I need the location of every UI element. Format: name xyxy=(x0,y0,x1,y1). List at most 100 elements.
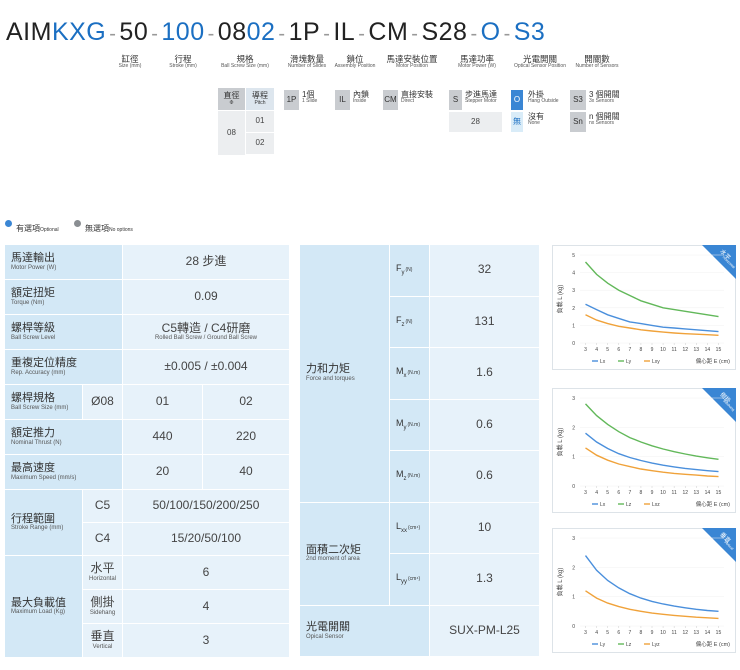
y-axis-label: 負載 L (kg) xyxy=(556,428,564,457)
option-en: nx Sensors xyxy=(589,120,615,127)
cell-text: Ball Screw Size (mm) xyxy=(11,404,69,411)
field-label: 缸徑 Size (mm) xyxy=(95,54,165,70)
cell-text: 行程範圍 xyxy=(11,512,55,525)
cell-text: 220 xyxy=(235,429,257,444)
field-zh: 鎖位 xyxy=(346,54,364,64)
x-tick-label: 5 xyxy=(606,490,609,496)
option-value: 01 xyxy=(246,111,274,132)
field-en: Size (mm) xyxy=(118,63,142,70)
cell-text: C5轉造 / C4研磨 xyxy=(161,320,251,335)
x-tick-label: 8 xyxy=(640,630,643,636)
y-tick-label: 0 xyxy=(572,341,575,347)
symbol-unit: (N) xyxy=(405,267,413,274)
option-value: 28 xyxy=(449,112,502,132)
cell-text: 15/20/50/100 xyxy=(170,531,242,546)
field-zh: 規格 xyxy=(236,54,254,64)
legend-text: 無選項No options xyxy=(85,218,133,236)
legend-label: Lx xyxy=(600,359,606,365)
legend-label: Lyz xyxy=(652,642,660,648)
x-tick-label: 8 xyxy=(640,490,643,496)
field-en: Motor Position xyxy=(396,63,428,70)
x-tick-label: 10 xyxy=(660,630,666,636)
badge xyxy=(702,528,736,562)
cell-text: 32 xyxy=(477,262,492,277)
table-cell: 行程範圍 Stroke Range (mm) xyxy=(5,490,82,555)
part-segment: - xyxy=(207,23,215,45)
table-cell: 螺桿規格 Ball Screw Size (mm) xyxy=(5,385,82,419)
y-axis-label: 負載 L (kg) xyxy=(556,285,564,314)
cell-text: 最大負載值 xyxy=(11,596,66,609)
option-header: 導程 Pitch xyxy=(246,88,274,110)
legend-dot xyxy=(5,220,12,227)
table-cell: Fy(N) xyxy=(390,245,429,296)
option-value: 02 xyxy=(246,133,274,154)
cell-text: 2nd moment of area xyxy=(306,556,360,563)
x-tick-label: 12 xyxy=(682,347,688,353)
cell-text: 6 xyxy=(202,564,210,579)
y-tick-label: 0 xyxy=(572,484,575,490)
y-tick-label: 3 xyxy=(572,396,575,402)
x-tick-label: 4 xyxy=(595,630,598,636)
symbol-letter: M xyxy=(396,417,404,428)
symbol-sub: z xyxy=(403,476,407,483)
symbol: Lyy(cm⁴) xyxy=(396,572,420,586)
legend-label: Lxz xyxy=(652,502,660,508)
symbol: Fz(N) xyxy=(396,315,412,329)
table-cell: 0.6 xyxy=(430,399,539,450)
option-header-text: Φ xyxy=(229,99,234,106)
x-tick-label: 11 xyxy=(672,490,677,496)
badge xyxy=(702,388,736,422)
badge-text-en: Vertical xyxy=(723,540,734,551)
field-label: 規格 Ball Screw Size (mm) xyxy=(210,54,280,70)
cell-text: Horizontal xyxy=(89,575,117,582)
option-code-text: CM xyxy=(384,94,397,104)
symbol-unit: (N) xyxy=(405,318,413,325)
cell-text: 1.6 xyxy=(476,365,493,380)
field-label: 滑塊數量 Number of Slides xyxy=(272,54,342,70)
field-en: Assembly Position xyxy=(334,63,376,70)
table-cell: 額定推力 Nominal Thrust (N) xyxy=(5,420,122,454)
table-cell: 側掛 Sidehang xyxy=(83,590,122,623)
field-label: 鎖位 Assembly Position xyxy=(320,54,390,70)
part-segment: - xyxy=(358,23,366,45)
field-zh: 馬達安裝位置 xyxy=(386,54,438,64)
table-cell: 光電開關 Opical Sensor xyxy=(300,605,429,656)
symbol-unit: (N.m) xyxy=(407,473,421,480)
cell-text: Opical Sensor xyxy=(306,633,344,640)
table-cell: 面積二次矩 2nd moment of area xyxy=(300,502,389,605)
y-tick-label: 1 xyxy=(572,455,575,461)
x-tick-label: 14 xyxy=(705,630,711,636)
cell-text: Force and torques xyxy=(306,376,355,383)
option-header-text: 直徑 xyxy=(223,91,240,101)
table-cell: 垂直 Vertical xyxy=(83,624,122,657)
legend-label: Lx xyxy=(600,502,606,508)
part-segment: - xyxy=(151,23,159,45)
symbol-unit: (cm⁴) xyxy=(408,524,421,531)
option-zh: n 個開關 xyxy=(589,112,620,121)
x-tick-label: 7 xyxy=(628,630,631,636)
table-cell: 50/100/150/200/250 xyxy=(123,490,289,522)
cell-text: C4 xyxy=(94,531,111,546)
option-zh: 外掛 xyxy=(528,90,544,99)
option-zh: 內鎖 xyxy=(353,90,369,99)
cell-text: ±0.005 / ±0.004 xyxy=(164,359,248,374)
table-cell: 15/20/50/100 xyxy=(123,523,289,555)
table-cell: Lyy(cm⁴) xyxy=(390,554,429,605)
part-segment: IL xyxy=(333,18,356,46)
field-label: 開關數 Number of Sensors xyxy=(562,54,632,70)
y-tick-label: 2 xyxy=(572,425,575,431)
table-cell: Lxx(cm⁴) xyxy=(390,502,429,553)
cell-text: Sidehang xyxy=(89,609,116,616)
x-tick-label: 13 xyxy=(694,490,700,496)
option-value-text: 28 xyxy=(471,116,480,126)
x-tick-label: 3 xyxy=(584,490,587,496)
table-cell: 40 xyxy=(203,455,289,489)
field-zh: 開關數 xyxy=(584,54,610,64)
x-tick-label: 8 xyxy=(640,347,643,353)
table-cell: C5轉造 / C4研磨 Rolled Ball Screw / Ground Ba… xyxy=(123,315,289,349)
cell-text: 10 xyxy=(477,519,492,534)
x-tick-label: 12 xyxy=(682,490,688,496)
table-cell: 最大負載值 Maximum Load (Kg) xyxy=(5,556,82,657)
field-zh: 缸徑 xyxy=(121,54,139,64)
